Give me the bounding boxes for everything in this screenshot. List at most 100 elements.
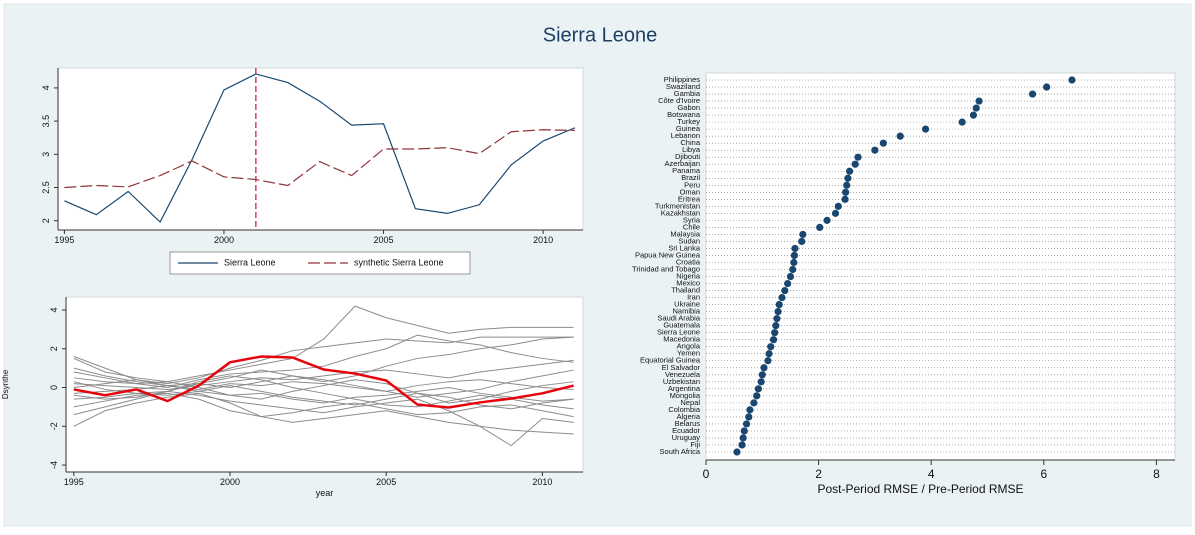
y-tick-label: 3.5 (41, 115, 51, 128)
placebo-line (73, 359, 574, 390)
x-tick-label: 0 (703, 467, 710, 481)
placebo-line (73, 336, 574, 387)
x-tick-label: 2010 (532, 477, 552, 487)
dot (733, 448, 741, 456)
legend-label: Sierra Leone (224, 257, 276, 267)
dot (1043, 83, 1051, 91)
category-label: Colombia (668, 405, 701, 414)
dot (958, 118, 966, 126)
dot (854, 153, 862, 161)
placebo-line (73, 379, 574, 392)
dot (773, 315, 781, 323)
series-line (64, 129, 576, 189)
category-label: Côte d'Ivoire (658, 96, 700, 105)
category-label: Thailand (671, 286, 700, 295)
category-label: Oman (680, 187, 700, 196)
dot (739, 434, 747, 442)
dot (844, 174, 852, 182)
dot (790, 251, 798, 260)
x-tick-label: 2 (815, 467, 822, 481)
x-tick-label: 2005 (374, 235, 394, 245)
dot (775, 301, 783, 309)
category-label: Sri Lanka (668, 243, 701, 252)
category-label: Sudan (678, 236, 700, 245)
dot (753, 392, 761, 400)
category-label: Papua New Guinea (635, 250, 701, 259)
placebo-line (73, 381, 574, 410)
dot (778, 293, 786, 302)
dot (816, 223, 824, 231)
category-label: Ecuador (672, 426, 700, 435)
category-label: Djibouti (675, 152, 700, 161)
category-label: Namibia (672, 307, 700, 316)
category-label: Nepal (680, 398, 700, 407)
dot (1068, 76, 1076, 84)
category-label: Lebanon (671, 131, 700, 140)
y-tick-label: 2.5 (41, 181, 51, 194)
category-label: Swaziland (666, 82, 700, 91)
dot (786, 272, 795, 281)
category-label: Guatemala (663, 321, 701, 330)
dot (841, 195, 849, 203)
x-tick-label: 2000 (214, 235, 234, 245)
y-tick-label: -2 (49, 422, 59, 430)
category-label: Iran (687, 293, 700, 302)
x-tick-label: 8 (1153, 467, 1160, 481)
x-tick-label: 2010 (533, 235, 553, 245)
category-label: Uruguay (672, 433, 701, 442)
plot-area (65, 296, 584, 473)
x-axis-label: year (316, 488, 334, 498)
dot (834, 202, 842, 210)
dot (972, 104, 980, 112)
placebo-line (73, 375, 574, 416)
category-label: Peru (684, 180, 700, 189)
dot (742, 420, 751, 428)
dot (896, 132, 904, 140)
placebo-line (73, 390, 574, 447)
category-label: Gabon (677, 103, 700, 112)
dot (771, 329, 779, 337)
dot (799, 230, 807, 239)
dot (772, 322, 780, 330)
category-label: Malaysia (670, 229, 700, 238)
x-tick-label: 4 (928, 467, 935, 481)
y-tick-label: -4 (49, 461, 59, 469)
dot (764, 357, 772, 365)
category-label: Kazakhstan (661, 208, 700, 217)
chart-title: Sierra Leone (543, 24, 658, 46)
placebo-line (73, 392, 574, 435)
category-label: Chile (683, 222, 700, 231)
category-label: Ukraine (674, 300, 700, 309)
category-label: Uzbekistan (663, 377, 700, 386)
dot (975, 97, 983, 105)
x-axis-label: Post-Period RMSE / Pre-Period RMSE (817, 482, 1023, 496)
dot (823, 216, 831, 224)
category-label: Brazil (681, 173, 700, 182)
category-label: Libya (682, 145, 701, 154)
dot (851, 160, 859, 168)
category-label: Azerbaijan (665, 159, 700, 168)
dot (845, 167, 854, 175)
y-tick-label: 0 (49, 385, 59, 390)
category-label: Panama (672, 166, 701, 175)
category-label: Eritrea (678, 194, 701, 203)
placebo-line (73, 385, 574, 404)
category-label: Croatia (676, 257, 701, 266)
placebo-line (73, 305, 574, 383)
x-tick-label: 2005 (376, 477, 396, 487)
y-tick-label: 2 (49, 346, 59, 351)
dot (798, 237, 806, 246)
series-line (73, 355, 574, 409)
category-label: El Salvador (662, 363, 701, 372)
dot (758, 371, 766, 379)
category-label: Turkey (677, 117, 700, 126)
plot-area (57, 67, 584, 231)
category-label: Fiji (690, 440, 700, 449)
category-label: Turkmenistan (655, 201, 700, 210)
dot (765, 350, 773, 358)
plot-area (705, 72, 1176, 461)
x-tick-label: 1995 (64, 477, 84, 487)
category-label: Argentina (668, 384, 701, 393)
dot (781, 286, 789, 295)
category-label: Guinea (676, 124, 701, 133)
